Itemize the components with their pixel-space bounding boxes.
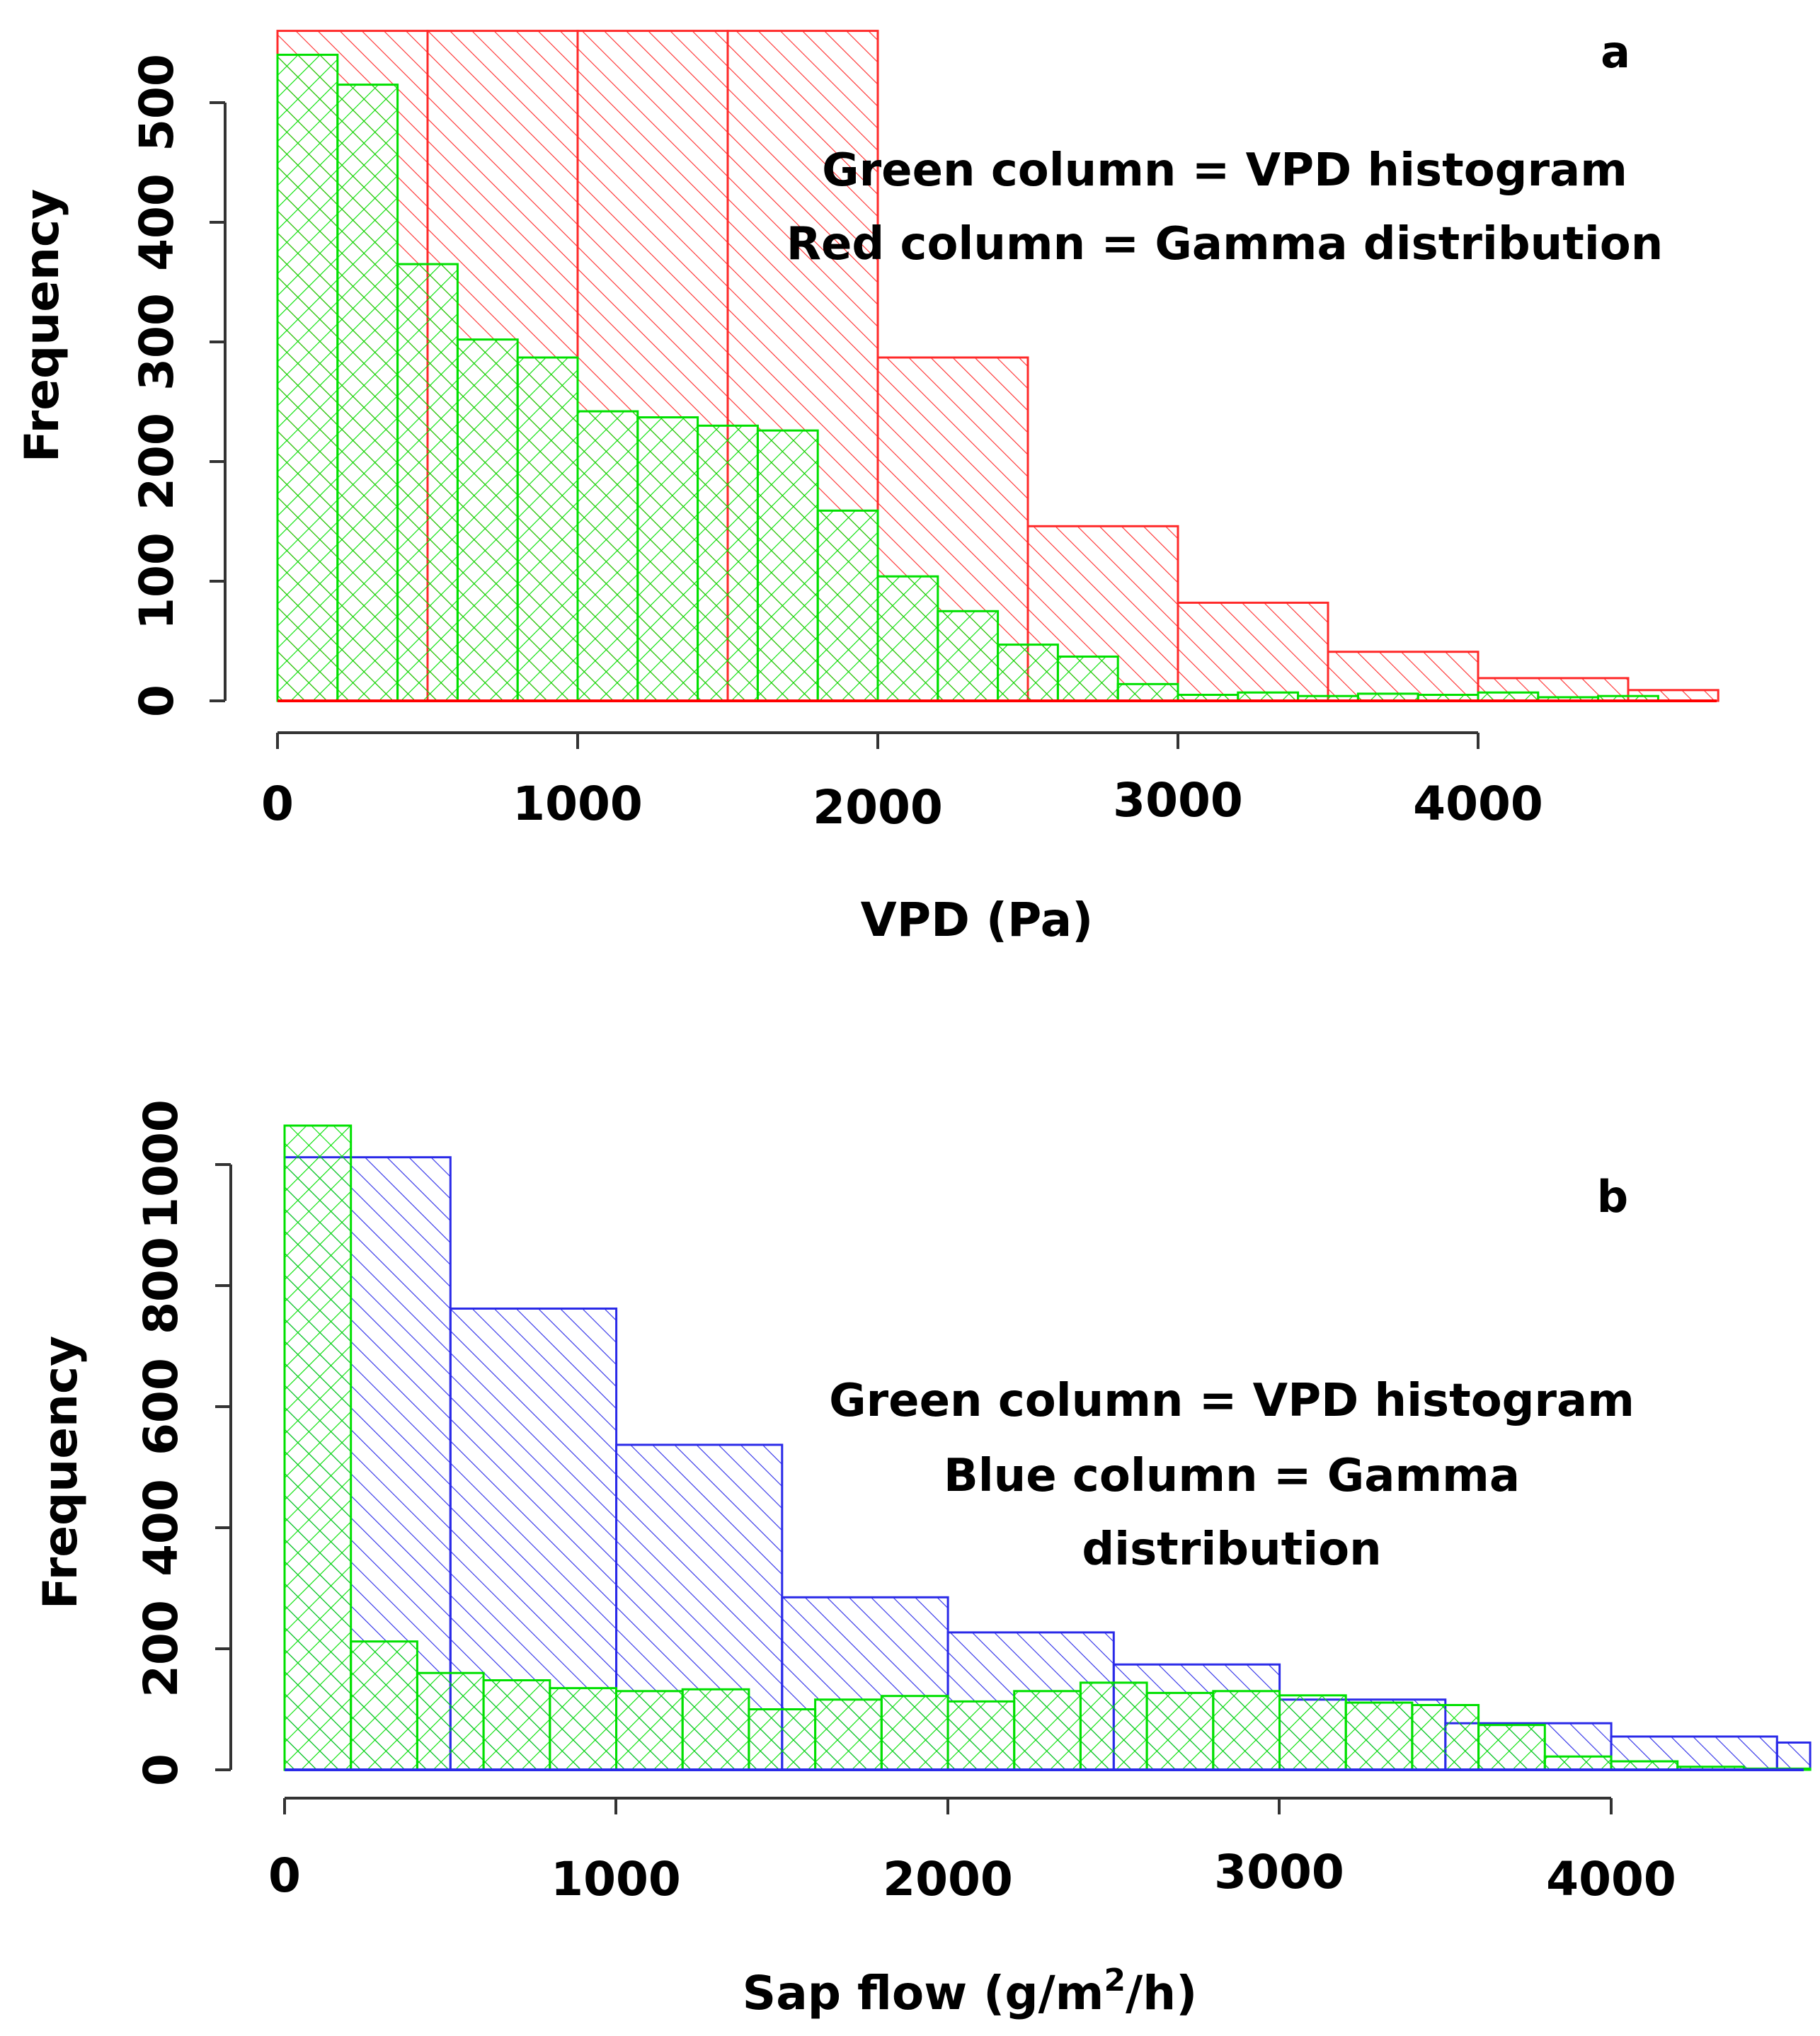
y-tick-label: 0 xyxy=(134,1754,188,1786)
x-tick-label: 2000 xyxy=(813,780,943,835)
vpd-histogram-bar-crosshatch xyxy=(878,576,938,701)
y-tick-label: 200 xyxy=(134,1600,188,1698)
histogram-bar-crosshatch xyxy=(1478,1725,1545,1770)
histogram-bar-crosshatch xyxy=(748,1709,815,1770)
histogram-bar-crosshatch xyxy=(1014,1691,1081,1770)
legend-line-2: Red column = Gamma distribution xyxy=(786,218,1664,270)
histogram-bar-crosshatch xyxy=(417,1673,484,1770)
histogram-bar-crosshatch xyxy=(350,1641,418,1770)
histogram-bar-crosshatch xyxy=(549,1688,617,1770)
x-axis-title-main: Sap flow (g/m xyxy=(743,1966,1104,2020)
vpd-histogram-bar-crosshatch xyxy=(457,339,518,701)
y-axis-title: Frequency xyxy=(33,1336,88,1609)
vpd-histogram-bar-crosshatch xyxy=(397,264,458,702)
x-tick-label: 0 xyxy=(261,777,294,831)
x-axis-title-end: /h) xyxy=(1126,1966,1197,2020)
histogram-bar-crosshatch xyxy=(1677,1766,1744,1770)
histogram-bar-crosshatch xyxy=(1213,1691,1280,1770)
vpd-histogram-bar-crosshatch xyxy=(277,55,338,701)
vpd-histogram-bar-crosshatch xyxy=(1538,697,1598,701)
histogram-bar-crosshatch xyxy=(285,1126,351,1770)
y-tick-label: 100 xyxy=(130,532,184,630)
vpd-histogram-bar-crosshatch xyxy=(1178,694,1238,701)
y-tick-label: 800 xyxy=(134,1237,188,1334)
y-tick-label: 400 xyxy=(130,173,184,271)
histogram-bar-crosshatch xyxy=(483,1680,550,1770)
vpd-histogram-bar-crosshatch xyxy=(697,425,758,701)
y-axis-title: Frequency xyxy=(15,189,69,462)
x-tick-label: 0 xyxy=(268,1848,301,1903)
panel-a: 0 100 200 300 400 500 Frequency 0 1000 2… xyxy=(15,26,1719,947)
histogram-bar-crosshatch xyxy=(1545,1756,1611,1770)
panel-a-x-axis: 0 1000 2000 3000 4000 VPD (Pa) xyxy=(261,731,1543,947)
panel-b-y-axis: 0 200 400 600 800 1000 Frequency xyxy=(33,1099,232,1786)
vpd-histogram-bar-crosshatch xyxy=(1118,684,1178,701)
vpd-histogram-bar-crosshatch xyxy=(1418,694,1478,701)
x-tick-label: 1000 xyxy=(513,777,643,831)
histogram-bar-crosshatch xyxy=(815,1699,882,1770)
x-tick-label: 4000 xyxy=(1413,777,1543,831)
y-tick-label: 0 xyxy=(130,685,184,717)
legend-line-1: Green column = VPD histogram xyxy=(822,144,1627,197)
vpd-histogram-bar-crosshatch xyxy=(1598,696,1659,701)
histogram-bar-crosshatch xyxy=(1412,1705,1479,1770)
y-tick-label: 500 xyxy=(130,54,184,151)
histogram-bar-crosshatch xyxy=(1279,1695,1346,1770)
vpd-histogram-bar-crosshatch xyxy=(997,644,1058,701)
legend-line-1: Green column = VPD histogram xyxy=(829,1375,1635,1427)
vpd-histogram-bar-crosshatch xyxy=(1298,696,1358,701)
legend-line-2: Blue column = Gamma xyxy=(944,1450,1520,1502)
x-axis-title-superscript: 2 xyxy=(1104,1962,1126,1998)
panel-b-x-axis: 0 1000 2000 3000 4000 Sap flow (g/m2/h) xyxy=(268,1797,1676,2020)
histogram-bar-crosshatch xyxy=(1611,1761,1678,1770)
histogram-bar-crosshatch xyxy=(948,1701,1014,1770)
histogram-bar-crosshatch xyxy=(616,1691,683,1770)
vpd-histogram-bar-crosshatch xyxy=(757,430,818,701)
y-tick-label: 600 xyxy=(134,1358,188,1455)
legend-line-3: distribution xyxy=(1082,1523,1381,1576)
histogram-bar-crosshatch xyxy=(1080,1682,1147,1770)
panel-b-plot-area xyxy=(283,1124,1812,1771)
x-tick-label: 4000 xyxy=(1546,1852,1676,1906)
histogram-bar-crosshatch xyxy=(1346,1703,1412,1770)
x-axis-title: VPD (Pa) xyxy=(861,893,1094,947)
panel-label-b: b xyxy=(1597,1171,1628,1223)
x-tick-label: 3000 xyxy=(1214,1845,1344,1899)
x-tick-label: 2000 xyxy=(883,1852,1013,1906)
sap-flow-histogram-series-b xyxy=(283,1124,1812,1771)
vpd-histogram-bar-crosshatch xyxy=(637,417,698,701)
panel-a-y-axis: 0 100 200 300 400 500 Frequency xyxy=(15,54,227,717)
vpd-histogram-bar-crosshatch xyxy=(337,84,398,702)
y-tick-label: 300 xyxy=(130,293,184,391)
vpd-histogram-bar-crosshatch xyxy=(578,411,638,701)
panel-label-a: a xyxy=(1601,26,1630,78)
x-tick-label: 1000 xyxy=(551,1852,681,1906)
vpd-histogram-bar-crosshatch xyxy=(1478,692,1538,701)
vpd-histogram-bar-crosshatch xyxy=(937,611,998,702)
panel-b: 0 200 400 600 800 1000 Frequency 0 1000 … xyxy=(33,1099,1812,2020)
x-axis-title: Sap flow (g/m2/h) xyxy=(743,1962,1198,2020)
gamma-bar xyxy=(1775,1742,1812,1771)
histogram-bar-crosshatch xyxy=(881,1695,948,1770)
y-tick-label: 400 xyxy=(134,1479,188,1577)
histogram-bar-crosshatch xyxy=(682,1689,749,1770)
histogram-bar-crosshatch xyxy=(1147,1693,1213,1770)
y-tick-label: 200 xyxy=(130,413,184,510)
vpd-histogram-bar-crosshatch xyxy=(1058,656,1118,701)
gamma-bar xyxy=(1177,601,1329,702)
vpd-histogram-bar-crosshatch xyxy=(1237,692,1298,701)
vpd-histogram-bar-crosshatch xyxy=(818,510,878,701)
y-tick-label: 1000 xyxy=(134,1099,188,1230)
vpd-histogram-bar-crosshatch xyxy=(1358,693,1419,701)
x-tick-label: 3000 xyxy=(1113,773,1243,828)
vpd-histogram-series-a xyxy=(276,53,1659,702)
panel-a-plot-area xyxy=(276,30,1719,702)
vpd-histogram-bar-crosshatch xyxy=(517,358,578,701)
